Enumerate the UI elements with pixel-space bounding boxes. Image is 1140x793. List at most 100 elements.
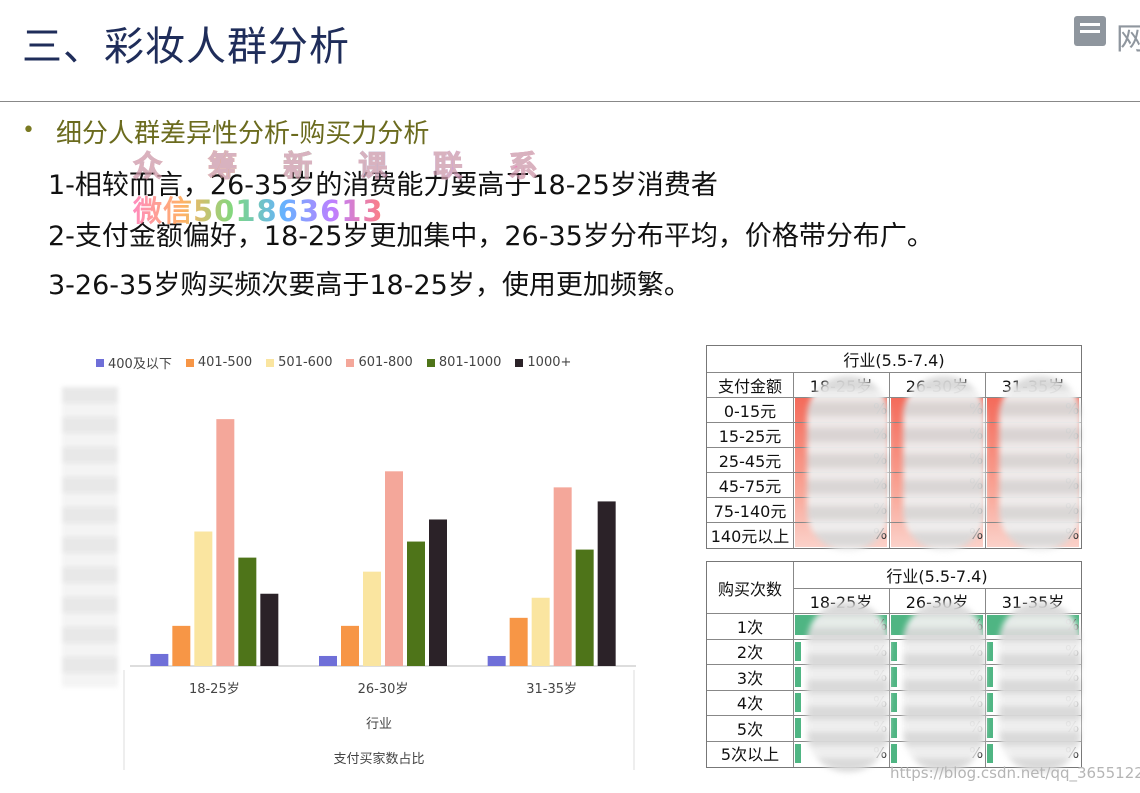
purchase-frequency-table: %%%%%%%%%%%%%%%%%%行业(5.5-7.4)购买次数18-25岁2… [706, 561, 1082, 772]
blurred-axis-labels [62, 387, 118, 687]
data-bar [891, 718, 897, 738]
legend-label: 400及以下 [108, 357, 172, 372]
legend-swatch [515, 358, 524, 367]
data-bar [795, 692, 801, 712]
finding-line-3: 3-26-35岁购买频次要高于18-25岁，使用更加频繁。 [48, 270, 691, 301]
data-bar [795, 718, 801, 738]
section-subtitle: 细分人群差异性分析-购买力分析 [56, 119, 430, 149]
grid-line [707, 664, 1081, 665]
bar-801-1000 [575, 549, 594, 666]
legend-item: 801-1000 [426, 353, 502, 372]
bar-401-500 [509, 617, 528, 666]
bar-801-1000 [407, 541, 425, 666]
blurred-values [999, 376, 1081, 551]
bar-1000+ [260, 593, 279, 666]
finding-line-1: 1-相较而言，26-35岁的消费能力要高于18-25岁消费者 [48, 170, 718, 201]
grid-line [707, 689, 1081, 691]
grid-line [707, 522, 1081, 523]
grid-line [707, 715, 1081, 716]
legend-swatch [266, 358, 275, 367]
x-tick-label: 18-25岁 [189, 682, 240, 697]
grid-line [985, 372, 986, 548]
grid-line [707, 497, 1081, 498]
data-bar [891, 692, 897, 712]
grid-line [889, 588, 890, 767]
bar-601-800 [216, 419, 235, 666]
title-divider [0, 101, 1140, 102]
blurred-values [903, 602, 985, 772]
row-label: 0-15元 [723, 401, 777, 421]
bar-400及以下 [319, 655, 337, 666]
table-title: 行业(5.5-7.4) [843, 351, 945, 370]
row-label: 25-45元 [718, 451, 782, 471]
legend-label: 801-1000 [438, 355, 502, 370]
blurred-values [999, 602, 1081, 772]
blurred-values [807, 376, 889, 551]
data-bar [891, 667, 897, 687]
table-title: 行业(5.5-7.4) [886, 567, 988, 586]
bar-601-800 [553, 487, 572, 666]
row-label: 45-75元 [718, 476, 782, 496]
chart-caption: 支付买家数占比 [333, 751, 424, 767]
finding-line-2: 2-支付金额偏好，18-25岁更加集中，26-35岁分布平均，价格带分布广。 [48, 221, 934, 252]
grid-line [707, 372, 1081, 373]
source-url: https://blog.csdn.net/qq_36551226 [890, 764, 1140, 782]
bar-601-800 [385, 471, 403, 666]
brand-logo-text: 网 [1116, 22, 1140, 57]
legend-swatch [346, 358, 355, 367]
legend-label: 501-600 [278, 355, 333, 370]
grid-line [707, 740, 1081, 742]
legend-swatch [96, 358, 104, 367]
bar-chart: 400及以下 401-500 501-600 601-800 801-1000 1000+… [96, 345, 636, 775]
grid-line [707, 613, 1081, 614]
page-title: 三、彩妆人群分析 [22, 24, 350, 70]
row-label: 1次 [736, 617, 764, 637]
data-bar [987, 667, 993, 687]
grid-line [707, 422, 1081, 423]
grid-line [707, 447, 1081, 448]
payment-amount-table: %%%%%%%%%%%%%%%%%%行业(5.5-7.4)支付金额18-25岁2… [706, 345, 1082, 551]
row-label: 15-25元 [718, 426, 782, 446]
bar-1000+ [429, 519, 447, 666]
legend-label: 401-500 [197, 355, 253, 370]
comment-icon [1074, 16, 1106, 46]
grid-line [793, 562, 794, 767]
data-bar [987, 743, 993, 763]
data-bar [891, 743, 897, 763]
data-bar [987, 692, 993, 712]
data-bar [987, 641, 993, 661]
legend-swatch [185, 358, 194, 367]
grid-line [985, 588, 986, 767]
row-label: 5次以上 [720, 745, 780, 765]
grid-line [707, 472, 1081, 473]
grid-line [889, 372, 890, 548]
data-bar [795, 641, 801, 661]
row-label: 3次 [736, 668, 764, 688]
grid-line [707, 638, 1081, 640]
watermark-text-2: 微信501863613 [133, 188, 384, 230]
grid-line [793, 588, 1081, 589]
bar-400及以下 [487, 655, 506, 666]
bullet-icon: • [22, 118, 35, 143]
legend-item: 501-600 [266, 353, 332, 372]
bar-501-600 [363, 571, 381, 666]
bar-401-500 [172, 625, 191, 666]
legend-item: 401-500 [185, 353, 253, 372]
row-label: 2次 [736, 643, 764, 663]
blurred-values [903, 376, 985, 551]
bar-801-1000 [238, 557, 257, 666]
data-bar [795, 743, 801, 763]
bar-400及以下 [150, 653, 169, 666]
data-bar [987, 718, 993, 738]
grid-line [793, 372, 794, 548]
bar-1000+ [597, 501, 616, 666]
legend-label: 1000+ [527, 355, 572, 370]
legend-swatch [426, 358, 435, 367]
x-tick-label: 26-30岁 [358, 682, 409, 697]
bar-401-500 [341, 625, 359, 666]
grid-line [707, 397, 1081, 398]
bar-501-600 [531, 597, 550, 666]
row-header: 购买次数 [717, 579, 782, 599]
blurred-values [807, 602, 889, 772]
